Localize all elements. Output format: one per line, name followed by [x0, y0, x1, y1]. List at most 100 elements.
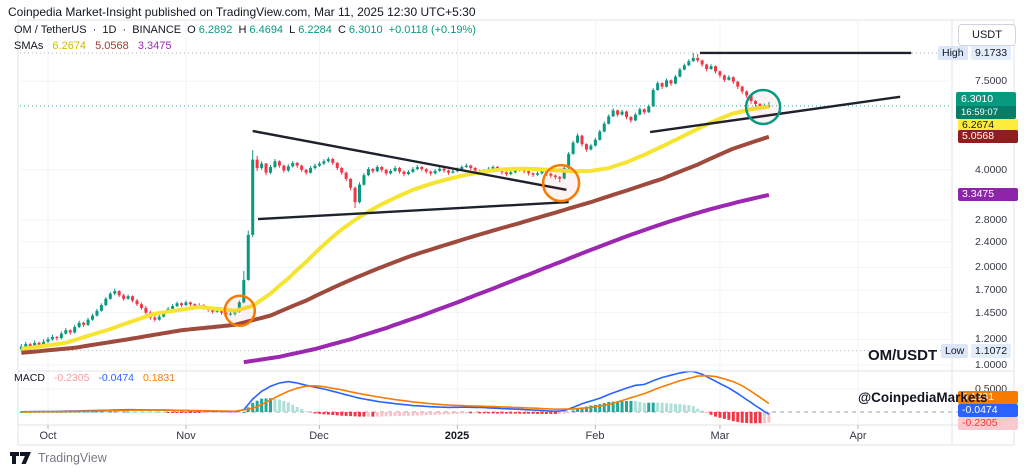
macd-histogram-bar	[429, 412, 433, 415]
macd-histogram-bar	[473, 412, 477, 414]
macd-histogram-bar	[300, 409, 304, 412]
macd-histogram-bar	[727, 412, 731, 420]
author-watermark: @CoinpediaMarkets	[858, 390, 988, 405]
candle-body	[104, 298, 108, 306]
macd-histogram-bar	[460, 412, 464, 414]
macd-histogram-bar	[527, 412, 531, 414]
macd-histogram-bar	[740, 412, 744, 423]
macd-histogram-bar	[95, 411, 99, 413]
candle-body	[536, 173, 539, 175]
candle-body	[402, 171, 406, 175]
sma-slow-value: 3.3475	[137, 40, 172, 52]
sma-mid-line	[21, 134, 770, 355]
macd-histogram-bar	[362, 412, 366, 417]
candle-body	[144, 307, 148, 313]
current-retest-circle	[744, 88, 782, 126]
candle-body	[326, 158, 330, 162]
macd-histogram-bar	[139, 411, 143, 413]
candle-body	[273, 161, 277, 168]
macd-histogram-bar	[224, 412, 228, 413]
macd-histogram-bar	[126, 411, 130, 413]
candle-body	[473, 168, 477, 171]
symbol-legend[interactable]: OM / TetherUS · 1D · BINANCE O 6.2892 H 6.…	[14, 24, 479, 36]
candle-body	[37, 342, 41, 346]
macd-histogram-bar	[420, 412, 424, 416]
macd-histogram-bar	[754, 412, 758, 424]
macd-histogram-bar	[415, 412, 419, 416]
macd-histogram-bar	[696, 408, 700, 412]
macd-histogram-bar	[576, 408, 580, 412]
candle-body	[651, 90, 655, 107]
macd-histogram-bar	[678, 404, 682, 412]
macd-histogram-bar	[500, 412, 504, 414]
candle-body	[540, 171, 544, 174]
candle-body	[722, 75, 726, 80]
macd-histogram-bar	[749, 412, 753, 424]
macd-histogram-bar	[491, 412, 495, 414]
candle-body	[678, 69, 682, 77]
candle-body	[255, 159, 259, 169]
high-chip-label: High	[938, 46, 968, 60]
candle-body	[687, 61, 691, 66]
macd-histogram-bar	[206, 412, 210, 413]
candle-body	[611, 110, 615, 117]
macd-legend[interactable]: MACD -0.2305 -0.0474 0.1831	[14, 372, 175, 384]
candle-body	[415, 167, 419, 170]
macd-histogram-bar	[602, 403, 606, 412]
low-chip-label: Low	[941, 344, 969, 358]
currency-toggle-button[interactable]: USDT	[958, 24, 1016, 46]
candle-body	[696, 57, 700, 61]
candle-body	[175, 303, 179, 307]
macd-histogram-bar	[171, 412, 175, 413]
macd-histogram-bar	[184, 412, 188, 413]
last-price-badge: 6.3010 16:59:07	[956, 92, 1016, 119]
macd-histogram-bar	[220, 412, 224, 413]
macd-histogram-bar	[571, 410, 575, 412]
candle-body	[469, 165, 473, 169]
macd-histogram-bar	[406, 412, 410, 416]
macd-histogram-bar	[215, 412, 219, 413]
tradingview-attribution[interactable]: TradingView	[10, 451, 107, 465]
macd-histogram-bar	[113, 411, 117, 413]
macd-histogram-bar	[251, 402, 255, 412]
candle-body	[567, 153, 571, 169]
candle-body	[286, 166, 290, 171]
macd-histogram-bar	[633, 400, 637, 412]
macd-histogram-bar	[451, 412, 455, 415]
macd-hist-value: -0.2305	[53, 372, 90, 384]
symbol-name: OM / TetherUS	[14, 24, 87, 36]
candle-body	[553, 175, 557, 178]
macd-histogram-bar	[509, 412, 513, 414]
legend-separator: ·	[122, 24, 127, 36]
candle-body	[122, 295, 126, 299]
candle-body	[447, 170, 450, 173]
candle-body	[188, 302, 192, 305]
macd-histogram-bar	[291, 404, 295, 412]
candle-body	[366, 169, 370, 176]
macd-histogram-bar	[629, 400, 633, 412]
macd-histogram-bar	[402, 412, 406, 416]
candle-body	[242, 279, 246, 303]
candle-body	[393, 168, 397, 171]
macd-histogram-bar	[736, 412, 740, 422]
macd-histogram-bar	[438, 412, 442, 415]
exchange-label: BINANCE	[132, 24, 182, 36]
macd-histogram-bar	[322, 412, 326, 415]
candle-body	[429, 171, 433, 174]
high-chip-value: 9.1733	[971, 46, 1012, 60]
candle-body	[349, 178, 353, 188]
macd-histogram-bar	[175, 412, 179, 413]
sma-legend[interactable]: SMAs 6.2674 5.0568 3.3475	[14, 40, 172, 52]
macd-histogram-bar	[371, 412, 375, 417]
candle-body	[629, 117, 633, 121]
macd-histogram-bar	[353, 412, 357, 417]
candle-body	[50, 337, 54, 340]
macd-histogram-bar	[411, 412, 415, 416]
macd-histogram-bar	[709, 412, 713, 415]
macd-histogram-bar	[540, 412, 544, 414]
macd-histogram-bar	[584, 406, 588, 412]
candle-body	[718, 71, 722, 76]
candle-body	[633, 114, 637, 121]
macd-histogram-bar	[718, 412, 722, 418]
